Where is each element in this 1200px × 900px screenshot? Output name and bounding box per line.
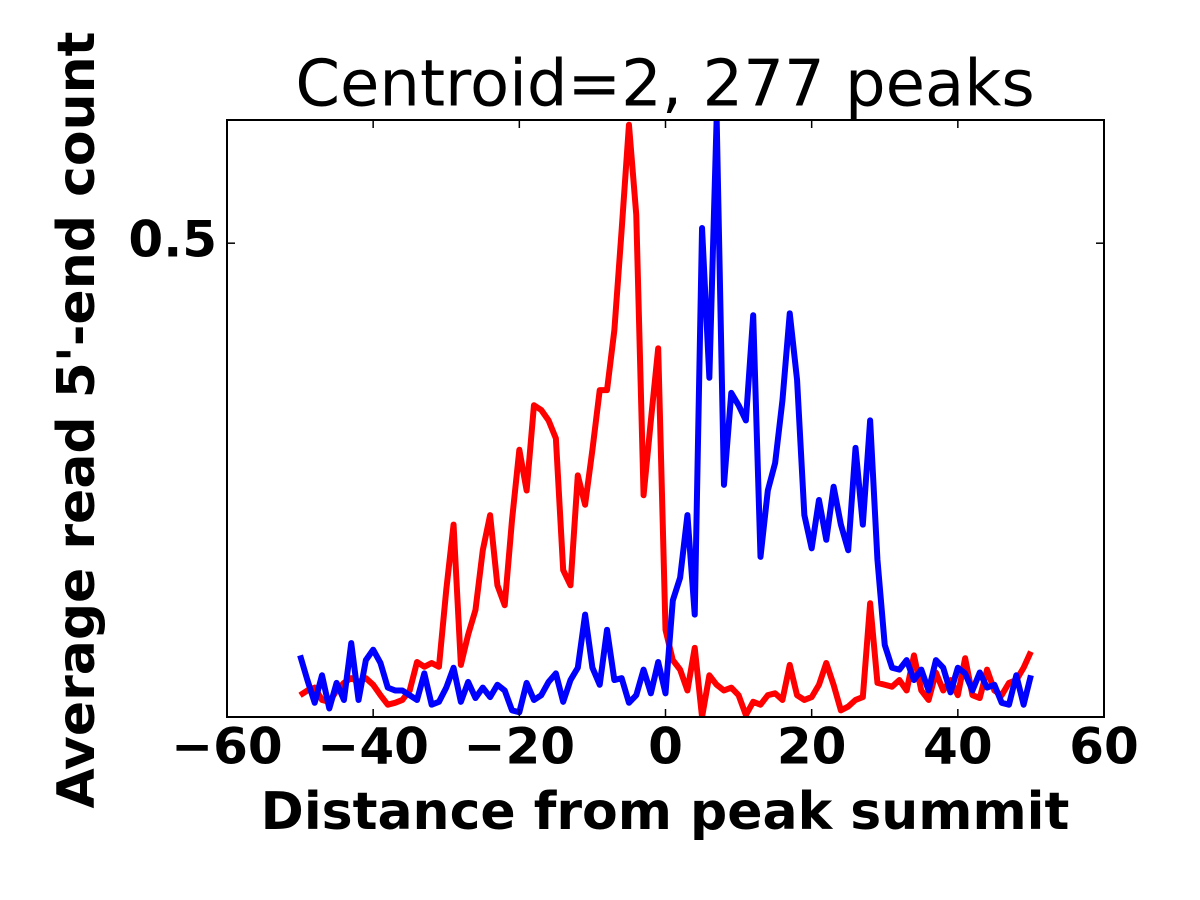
- x-tick-label: 0: [648, 718, 683, 776]
- x-tick-label: 20: [777, 718, 847, 776]
- chart-title: Centroid=2, 277 peaks: [295, 48, 1034, 122]
- data-line: [297, 120, 1034, 716]
- x-tick-label: −20: [464, 718, 575, 776]
- x-axis-label: Distance from peak summit: [261, 782, 1070, 842]
- data-line: [298, 121, 1034, 717]
- x-tick-label: 60: [1069, 718, 1139, 776]
- y-axis-label: Average read 5'-end count: [47, 32, 107, 809]
- x-tick-label: −40: [317, 718, 428, 776]
- plot-lines: [297, 120, 1034, 717]
- y-tick-label: 0.5: [128, 211, 217, 269]
- x-tick-label: −60: [171, 718, 282, 776]
- x-tick-label: 40: [923, 718, 993, 776]
